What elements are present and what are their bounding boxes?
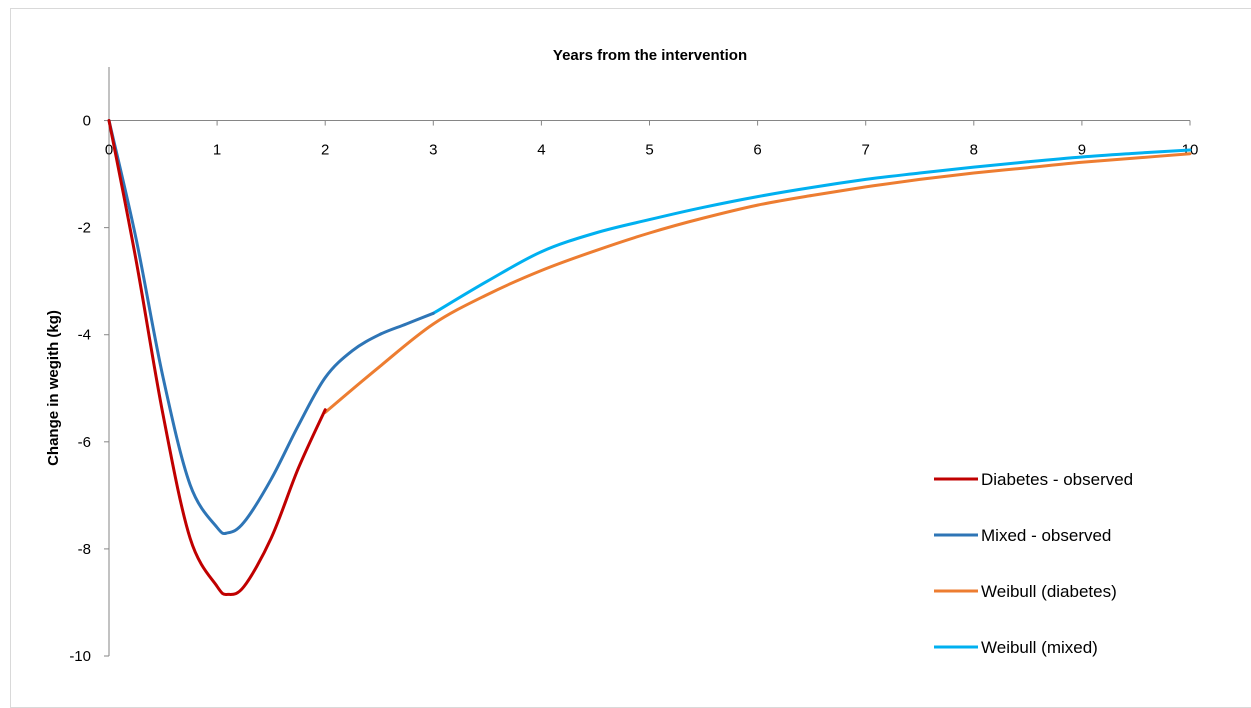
x-axis-title: Years from the intervention <box>553 47 747 64</box>
series-line-mixed-observed <box>107 119 435 536</box>
legend-label: Mixed - observed <box>981 526 1111 545</box>
x-tick-label: 6 <box>753 142 761 159</box>
y-tick-label: -2 <box>78 220 91 237</box>
legend-label: Weibull (mixed) <box>981 638 1098 657</box>
series-line-weibull-mixed <box>431 148 1192 315</box>
y-axis-title: Change in wegith (kg) <box>45 310 62 466</box>
y-tick-label: -4 <box>78 327 91 344</box>
x-tick-label: 2 <box>321 142 329 159</box>
x-tick-label: 9 <box>1078 142 1086 159</box>
x-tick-label: 4 <box>537 142 545 159</box>
legend-label: Weibull (diabetes) <box>981 582 1117 601</box>
axes: 0-2-4-6-8-100 1 2 3 4 5 6 7 8 9 10 <box>69 67 1198 665</box>
series-line-diabetes-observed <box>107 119 327 596</box>
x-tick-label: 1 <box>213 142 221 159</box>
y-tick-label: -10 <box>69 648 91 665</box>
y-tick-label: -6 <box>78 434 91 451</box>
x-tick-label: 7 <box>862 142 870 159</box>
legend-label: Diabetes - observed <box>981 470 1133 489</box>
x-tick-label: 5 <box>645 142 653 159</box>
series-layer <box>107 119 1192 596</box>
x-tick-label: 0 <box>105 142 113 159</box>
legend: Diabetes - observed Mixed - observed Weibu… <box>934 470 1133 657</box>
series-line-weibull-diabetes <box>323 152 1192 414</box>
x-tick-label: 3 <box>429 142 437 159</box>
y-tick-label: 0 <box>83 113 91 130</box>
y-tick-label: -8 <box>78 541 91 558</box>
x-tick-label: 8 <box>970 142 978 159</box>
